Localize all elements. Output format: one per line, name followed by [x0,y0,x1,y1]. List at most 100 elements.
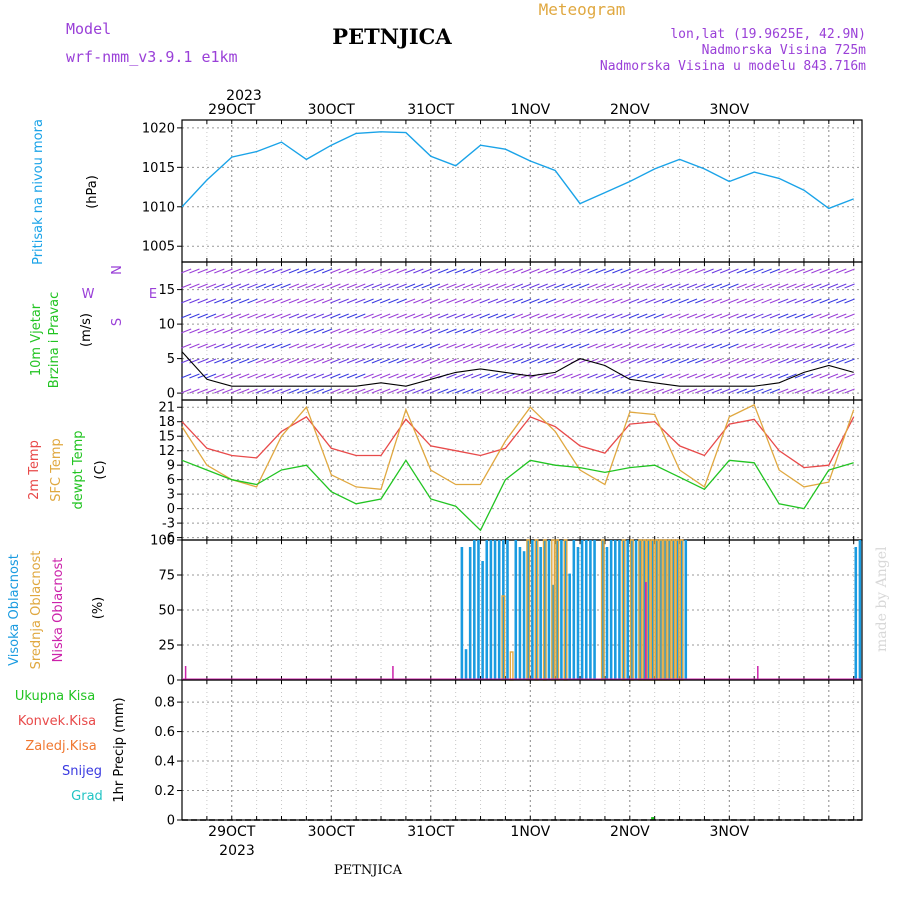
wind-arrow-mark [454,388,465,394]
wind-arrow-mark [330,343,341,349]
wind-arrow-mark [371,358,383,364]
pressure-frame [181,119,863,263]
wind-arrow-mark [504,373,515,379]
wind-arrow-mark [288,298,300,304]
ytick-label: 0 [167,674,175,689]
wind-arrow-mark [197,328,208,334]
wind-arrow-mark [703,373,714,379]
wind-arrow-mark [338,283,349,289]
wind-arrow-mark [496,343,507,349]
wind-arrow-mark [728,283,739,289]
wind-arrow-mark [661,283,673,289]
cloud-bar [502,540,505,680]
wind-arrow-mark [529,358,540,364]
wind-arrow-mark [570,313,582,319]
wind-arrow-mark [189,343,200,349]
wind-arrow-mark [520,298,532,304]
wind-arrow-mark [471,283,482,289]
wind-arrow-mark [454,283,465,289]
wind-arrow-mark [786,313,797,319]
wind-arrow-mark [496,328,507,334]
wind-arrow-mark [736,298,747,304]
wind-arrow-mark [230,358,242,364]
wind-arrow-mark [620,328,631,334]
wind-arrow-mark [205,298,217,304]
cloud-bar [584,540,588,680]
wind-arrow-mark [404,388,416,394]
wind-arrow-mark [537,373,548,379]
wind-arrow-mark [438,268,449,274]
wind-arrow-mark [819,268,830,274]
wind-arrow-mark [512,358,524,364]
cloud-bar [589,540,592,680]
wind-arrow-mark [794,388,805,394]
wind-arrow-mark [280,343,291,349]
wind-arrow-mark [462,343,474,349]
wind-arrow-mark [719,358,731,364]
wind-arrow-mark [520,283,532,289]
wind-arrow-mark [512,268,524,274]
wind-arrow-mark [404,283,416,289]
wind-arrow-mark [529,313,540,319]
precipitation-panel: 0 0.2 0.4 0.6 0.8 [154,679,863,829]
wind-arrow-mark [529,283,540,289]
wind-arrow-mark [396,358,407,364]
precip-bar [651,817,655,820]
wind-arrow-mark [545,388,557,394]
wind-arrow-mark [255,373,266,379]
wind-arrow-mark [471,373,482,379]
wind-arrow-mark [711,283,723,289]
precip-legend-item: Konvek.Kisa [18,714,96,729]
wind-arrow-mark [711,388,723,394]
wind-arrow-mark [379,268,391,274]
wind-arrow-mark [628,268,640,274]
wind-arrow-mark [396,373,407,379]
wind-arrow-mark [512,328,524,334]
wind-arrow-mark [778,343,789,349]
wind-arrow-mark [363,313,374,319]
wind-arrow-mark [338,328,349,334]
cloud-bar [580,540,584,680]
wind-arrow-mark [288,313,300,319]
wind-arrow-mark [247,283,258,289]
precip-ylabel: 1hr Precip (mm) [112,697,127,802]
wind-arrow-mark [670,298,681,304]
wind-arrow-mark [686,343,698,349]
series-line [181,403,855,490]
wind-arrow-mark [570,388,582,394]
wind-arrow-mark [479,283,490,289]
ytick-label: 21 [158,401,175,416]
wind-arrow-mark [404,373,416,379]
wind-arrow-mark [346,268,358,274]
wind-arrow-mark [537,283,548,289]
wind-arrow-mark [678,268,689,274]
wind-arrow-mark [371,373,383,379]
wind-arrow-mark [355,373,366,379]
wind-arrow-mark [263,268,275,274]
wind-arrow-mark [180,388,192,394]
wind-arrow-mark [686,388,698,394]
wind-arrow-mark [778,358,789,364]
ytick-label: 6 [167,473,175,488]
wind-arrow-mark [537,298,548,304]
wind-arrow-mark [761,388,772,394]
wind-arrow-mark [355,328,366,334]
wind-arrow-mark [678,343,689,349]
wind-arrow-mark [670,373,681,379]
wind-arrow-mark [404,328,416,334]
wind-arrow-mark [620,268,631,274]
cloud-bar [564,540,567,680]
wind-arrow-mark [595,343,606,349]
wind-arrow-mark [728,388,739,394]
wind-arrow-mark [736,358,747,364]
wind-arrow-mark [272,358,283,364]
wind-arrow-mark [446,313,457,319]
wind-arrow-mark [811,268,822,274]
wind-arrow-mark [189,328,200,334]
wind-arrow-mark [346,388,358,394]
wind-arrow-mark [479,298,490,304]
wind-arrow-mark [744,283,756,289]
wind-arrow-mark [313,313,325,319]
wind-arrow-mark [802,298,814,304]
wind-arrow-mark [728,373,739,379]
